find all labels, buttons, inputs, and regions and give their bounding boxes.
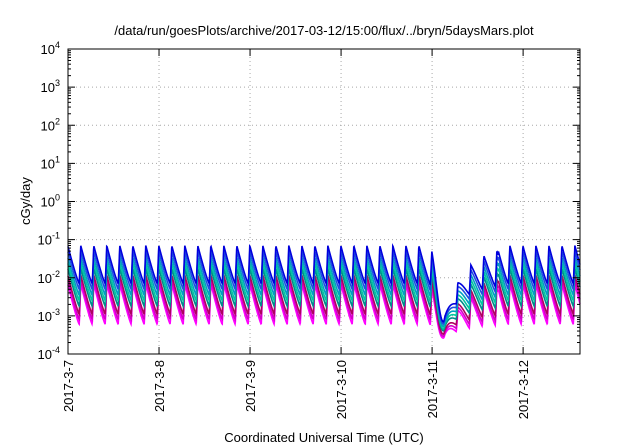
x-tick-label: 2017-3-10 <box>334 360 349 419</box>
series-line-8 <box>67 243 581 323</box>
x-tick-label: 2017-3-8 <box>152 360 167 412</box>
y-tick-label: 103 <box>41 78 60 95</box>
series-line-6 <box>67 254 581 328</box>
y-tick-label: 10-1 <box>38 231 60 248</box>
y-tick-label: 10-4 <box>38 345 60 362</box>
y-tick-label: 10-3 <box>38 307 60 324</box>
y-tick-label: 104 <box>41 40 60 57</box>
y-tick-label: 10-2 <box>38 269 60 286</box>
y-axis-label: cGy/day <box>18 177 33 225</box>
x-tick-label: 2017-3-12 <box>516 360 531 419</box>
y-tick-label: 101 <box>41 154 60 171</box>
series-line-5 <box>67 260 581 330</box>
x-tick-label: 2017-3-7 <box>61 360 76 412</box>
x-axis-ticks: 2017-3-7 2017-3-8 2017-3-9 2017-3-10 2017-3-… <box>61 49 531 419</box>
series-line-2 <box>67 277 581 338</box>
y-tick-label: 100 <box>41 193 60 210</box>
series-line-7 <box>67 248 581 325</box>
series-line-4 <box>67 265 581 332</box>
x-tick-label: 2017-3-11 <box>425 360 440 418</box>
y-axis-ticks: 10-4 10-3 10-2 10-1 100 101 102 103 104 <box>38 40 580 362</box>
chart-title: /data/run/goesPlots/archive/2017-03-12/1… <box>114 23 534 38</box>
y-tick-label: 102 <box>41 116 60 133</box>
x-axis-label: Coordinated Universal Time (UTC) <box>224 430 423 445</box>
series-line-1 <box>67 281 581 339</box>
series-group <box>67 243 581 339</box>
x-tick-label: 2017-3-9 <box>243 360 258 412</box>
series-line-3 <box>67 273 581 335</box>
